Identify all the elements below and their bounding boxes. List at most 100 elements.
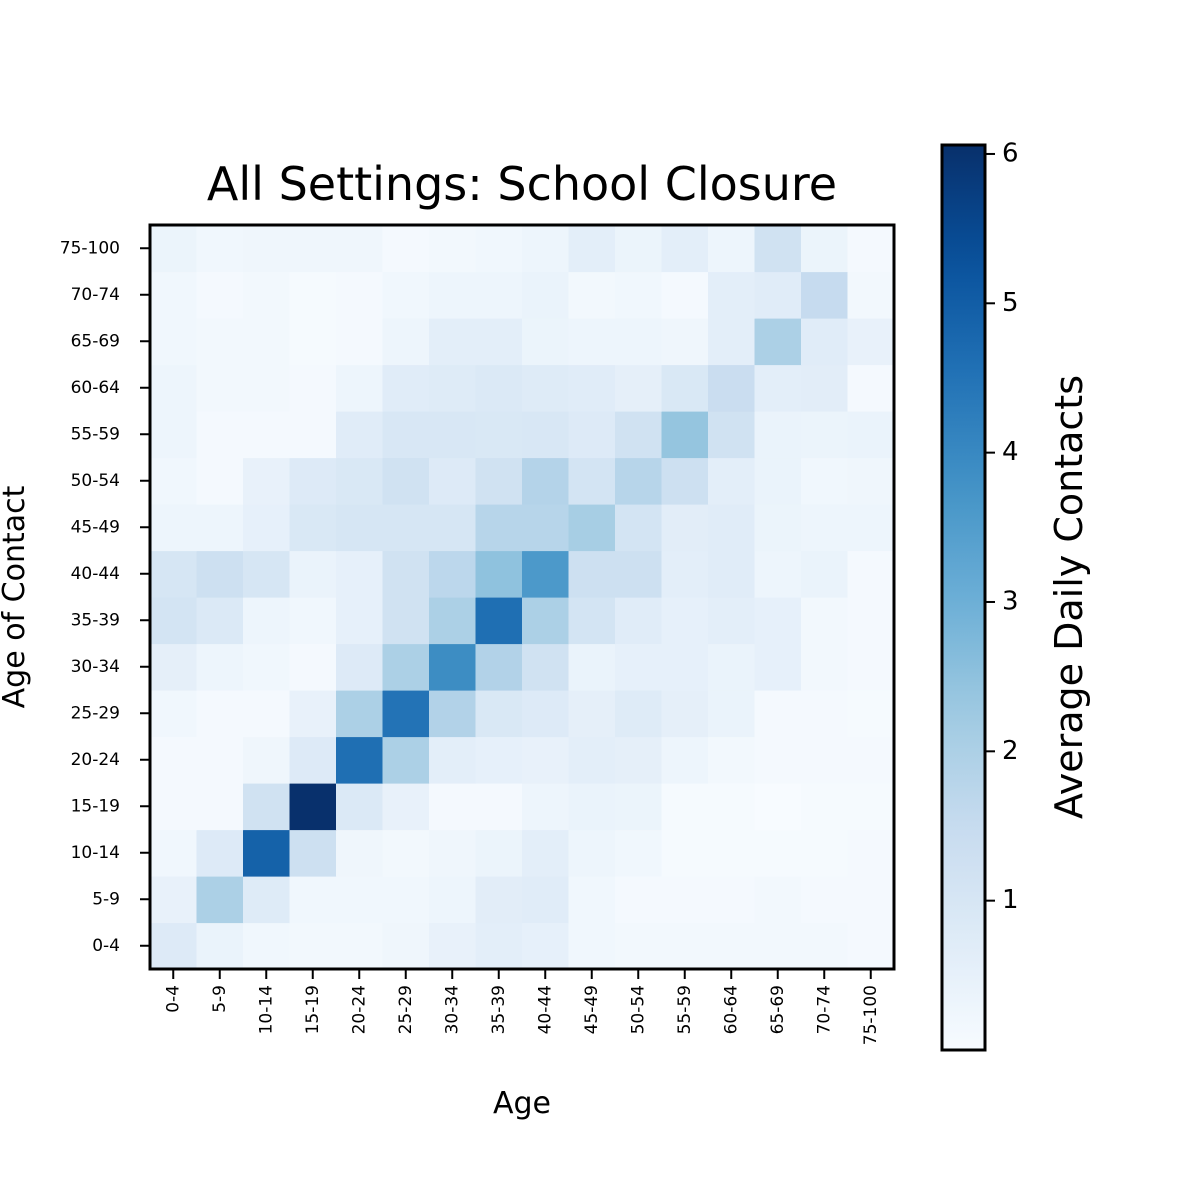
heatmap-cell xyxy=(243,783,291,831)
x-tick-label: 10-14 xyxy=(256,985,276,1034)
heatmap-cell xyxy=(801,783,849,831)
heatmap-cell xyxy=(429,829,477,877)
heatmap-cell xyxy=(429,876,477,924)
heatmap-cell xyxy=(754,271,802,319)
heatmap-cell xyxy=(522,364,570,412)
heatmap-cell xyxy=(150,271,198,319)
heatmap-cell xyxy=(243,597,291,645)
heatmap-cell xyxy=(336,597,384,645)
heatmap-cell xyxy=(801,550,849,598)
heatmap-cell xyxy=(661,411,709,459)
x-axis-ticks: 0-4 5-9 10-14 15-19 20-24 25-29 30-34 35-39 40-4… xyxy=(163,969,881,1045)
heatmap-cell xyxy=(754,550,802,598)
x-tick-label: 55-59 xyxy=(675,985,695,1034)
heatmap-cell xyxy=(475,225,523,273)
heatmap-cells xyxy=(150,225,895,970)
heatmap-cell xyxy=(615,643,663,691)
heatmap-cell xyxy=(243,643,291,691)
heatmap-cell xyxy=(522,876,570,924)
heatmap-cell xyxy=(801,411,849,459)
heatmap-cell xyxy=(150,690,198,738)
plot-frame xyxy=(148,223,896,971)
x-tick-label: 45-49 xyxy=(582,985,602,1034)
heatmap-cell xyxy=(429,318,477,366)
heatmap-cell xyxy=(754,690,802,738)
heatmap-cell xyxy=(243,504,291,552)
heatmap-cell xyxy=(150,783,198,831)
heatmap-cell xyxy=(429,643,477,691)
heatmap-cell xyxy=(568,922,616,970)
heatmap-cell xyxy=(150,457,198,505)
heatmap-cell xyxy=(289,876,337,924)
heatmap-cell xyxy=(801,225,849,273)
heatmap-cell xyxy=(522,411,570,459)
heatmap-cell xyxy=(382,225,430,273)
heatmap-cell xyxy=(289,690,337,738)
heatmap-cell xyxy=(568,271,616,319)
heatmap-cell xyxy=(708,364,756,412)
heatmap-cell xyxy=(196,411,244,459)
heatmap-cell xyxy=(336,922,384,970)
heatmap-cell xyxy=(708,318,756,366)
x-tick-label: 0-4 xyxy=(163,985,183,1013)
heatmap-cell xyxy=(243,411,291,459)
heatmap-cell xyxy=(196,736,244,784)
heatmap-cell xyxy=(568,597,616,645)
x-tick-label: 20-24 xyxy=(349,985,369,1034)
heatmap-cell xyxy=(568,643,616,691)
heatmap-cell xyxy=(150,597,198,645)
heatmap-cell xyxy=(754,411,802,459)
heatmap-cell xyxy=(847,318,895,366)
colorbar-tick-label: 2 xyxy=(1002,736,1019,766)
heatmap-cell xyxy=(801,643,849,691)
colorbar-tick-label: 3 xyxy=(1002,586,1019,616)
heatmap-cell xyxy=(661,643,709,691)
heatmap-cell xyxy=(243,690,291,738)
heatmap-cell xyxy=(522,643,570,691)
heatmap-cell xyxy=(615,550,663,598)
heatmap-cell xyxy=(568,364,616,412)
heatmap-cell xyxy=(708,643,756,691)
heatmap-cell xyxy=(336,643,384,691)
heatmap-cell xyxy=(475,829,523,877)
x-tick-label: 75-100 xyxy=(861,985,881,1045)
heatmap-cell xyxy=(708,504,756,552)
colorbar-tick-label: 4 xyxy=(1002,437,1019,467)
heatmap-cell xyxy=(382,690,430,738)
heatmap-cell xyxy=(475,643,523,691)
heatmap-cell xyxy=(522,922,570,970)
heatmap-cell xyxy=(475,318,523,366)
heatmap-cell xyxy=(243,736,291,784)
heatmap-cell xyxy=(615,783,663,831)
heatmap-cell xyxy=(196,271,244,319)
heatmap-cell xyxy=(382,643,430,691)
heatmap-cell xyxy=(382,922,430,970)
heatmap-cell xyxy=(708,457,756,505)
heatmap-cell xyxy=(661,550,709,598)
heatmap-cell xyxy=(847,597,895,645)
heatmap-cell xyxy=(382,411,430,459)
x-tick-label: 60-64 xyxy=(721,985,741,1034)
heatmap-cell xyxy=(243,318,291,366)
heatmap-cell xyxy=(568,225,616,273)
heatmap-cell xyxy=(615,457,663,505)
y-tick-label: 20-24 xyxy=(71,750,120,770)
heatmap-cell xyxy=(708,829,756,877)
heatmap-cell xyxy=(429,271,477,319)
heatmap-cell xyxy=(754,829,802,877)
heatmap-cell xyxy=(336,271,384,319)
heatmap-cell xyxy=(801,271,849,319)
heatmap-cell xyxy=(615,318,663,366)
heatmap-cell xyxy=(196,876,244,924)
heatmap-cell xyxy=(801,690,849,738)
heatmap-cell xyxy=(708,876,756,924)
heatmap-cell xyxy=(661,271,709,319)
y-tick-label: 35-39 xyxy=(71,610,120,630)
heatmap-cell xyxy=(429,457,477,505)
heatmap-cell xyxy=(150,550,198,598)
heatmap-cell xyxy=(289,829,337,877)
heatmap-cell xyxy=(522,318,570,366)
heatmap-cell xyxy=(522,597,570,645)
heatmap-cell xyxy=(289,736,337,784)
